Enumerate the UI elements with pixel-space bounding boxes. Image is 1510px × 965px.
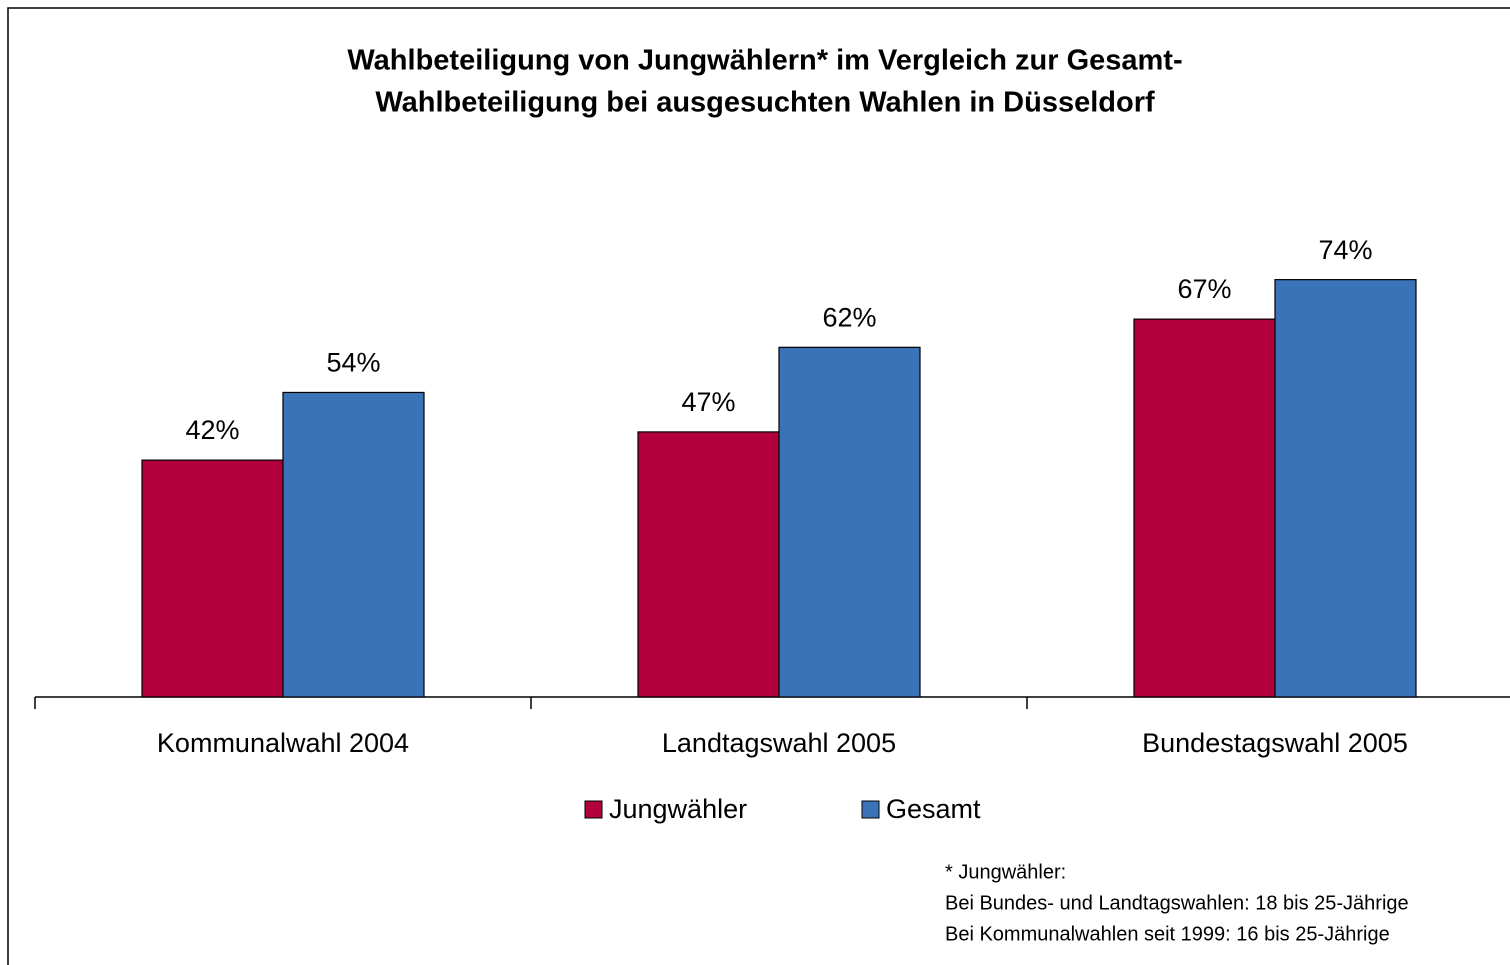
data-label: 67% — [1177, 274, 1231, 304]
x-tick-label: Landtagswahl 2005 — [662, 728, 896, 758]
bar — [1274, 279, 1417, 698]
bar — [282, 391, 425, 698]
data-label: 74% — [1318, 235, 1372, 265]
data-label: 62% — [822, 302, 876, 332]
bar — [1133, 318, 1276, 698]
data-label: 42% — [185, 415, 239, 445]
footnote: Bei Kommunalwahlen seit 1999: 16 bis 25-… — [945, 923, 1390, 945]
legend-label: Gesamt — [886, 794, 981, 824]
legend-swatch — [584, 800, 603, 819]
bar — [141, 459, 284, 698]
chart-title: Wahlbeteiligung bei ausgesuchten Wahlen … — [375, 87, 1155, 119]
footnote: Bei Bundes- und Landtagswahlen: 18 bis 2… — [945, 892, 1409, 914]
bar — [637, 431, 780, 698]
x-tick-label: Kommunalwahl 2004 — [157, 728, 409, 758]
legend-label: Jungwähler — [609, 794, 747, 824]
data-label: 54% — [326, 348, 380, 378]
frame — [7, 7, 1510, 965]
data-label: 47% — [681, 387, 735, 417]
legend-swatch — [861, 800, 880, 819]
chart-title: Wahlbeteiligung von Jungwählern* im Verg… — [347, 45, 1182, 77]
footnote: * Jungwähler: — [945, 861, 1066, 883]
x-tick-label: Bundestagswahl 2005 — [1142, 728, 1408, 758]
bar — [778, 346, 921, 698]
